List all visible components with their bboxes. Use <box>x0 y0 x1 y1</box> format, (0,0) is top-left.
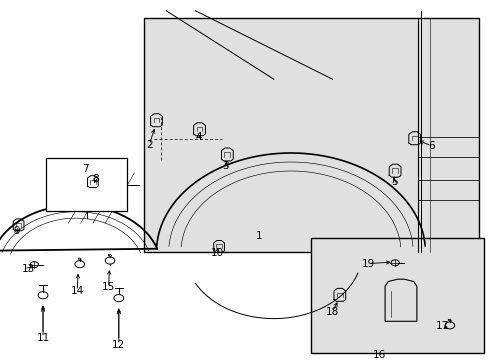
Text: 13: 13 <box>21 264 35 274</box>
Text: 10: 10 <box>210 248 223 258</box>
Text: 16: 16 <box>371 350 385 360</box>
Text: 11: 11 <box>36 333 50 343</box>
Text: 5: 5 <box>390 177 397 187</box>
Text: 18: 18 <box>325 307 338 318</box>
Text: 9: 9 <box>13 226 20 236</box>
Text: 19: 19 <box>361 258 375 269</box>
Text: 17: 17 <box>435 321 448 331</box>
Text: 4: 4 <box>195 132 202 142</box>
Text: 1: 1 <box>255 231 262 241</box>
Bar <box>144 18 478 252</box>
Text: 8: 8 <box>92 174 99 184</box>
Text: 6: 6 <box>427 141 434 151</box>
Text: 15: 15 <box>102 282 115 292</box>
Text: 3: 3 <box>222 161 229 171</box>
Bar <box>46 158 127 211</box>
Bar <box>310 238 483 353</box>
Text: 12: 12 <box>112 340 125 350</box>
Text: 14: 14 <box>70 286 84 296</box>
Text: 7: 7 <box>82 164 89 174</box>
Text: 2: 2 <box>145 140 152 150</box>
